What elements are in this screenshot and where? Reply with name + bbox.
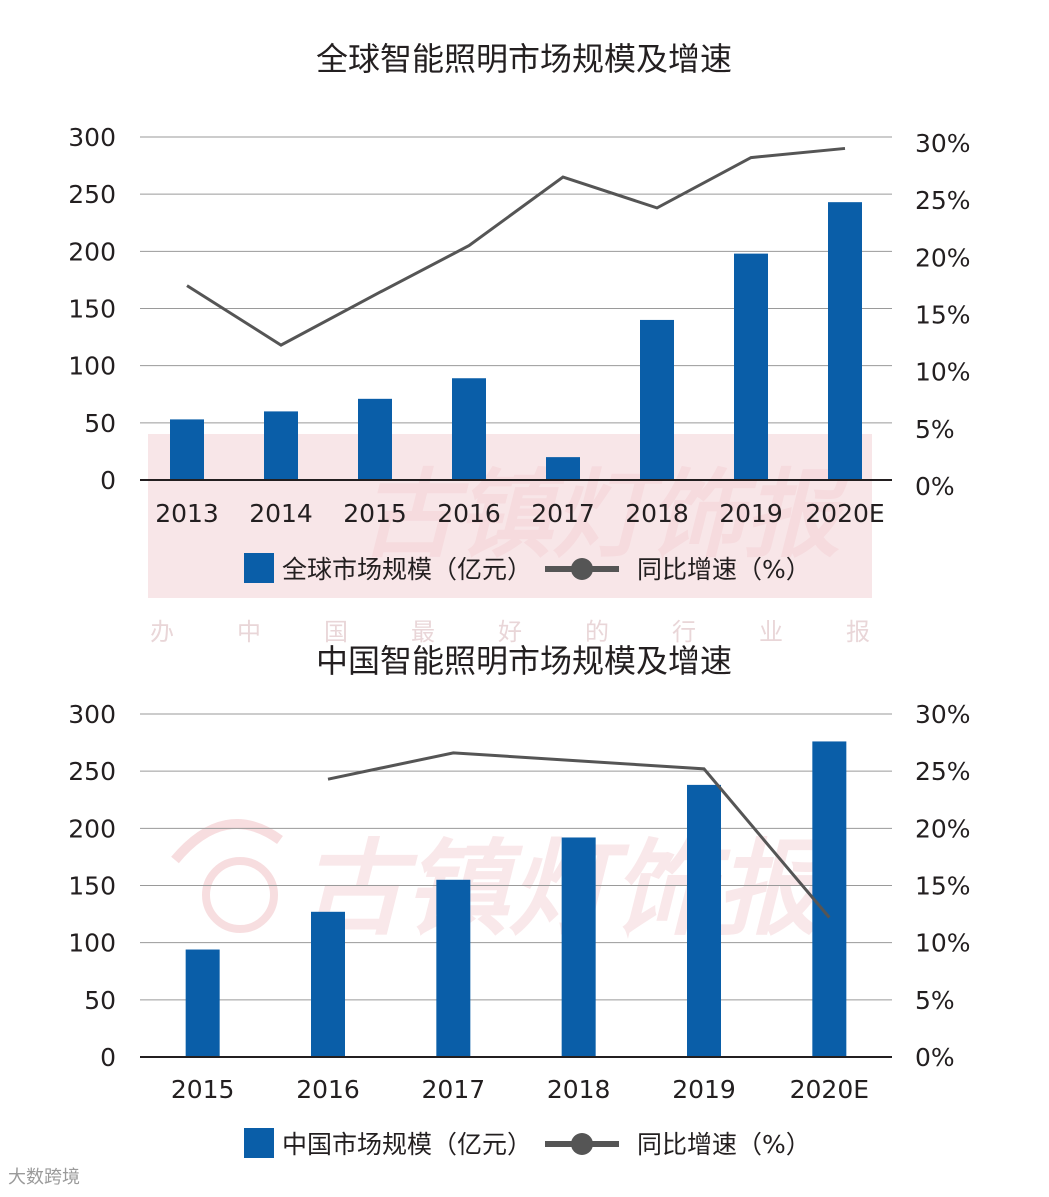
bar [170, 419, 204, 480]
bar [436, 879, 471, 1057]
watermark-char: 的 [585, 618, 609, 646]
y2-tick-label: 0% [915, 1043, 955, 1072]
y2-tick-label: 0% [915, 472, 955, 501]
growth-line [186, 146, 846, 347]
x-tick-label: 2016 [296, 1075, 360, 1104]
legend-bar-label: 全球市场规模（亿元） [282, 555, 532, 584]
y-tick-label: 100 [68, 929, 116, 958]
y-tick-label: 200 [68, 814, 116, 843]
watermark-char: 国 [324, 618, 348, 646]
y-tick-label: 50 [84, 986, 116, 1015]
y-tick-label: 0 [100, 1043, 116, 1072]
watermark-char: 中 [237, 618, 261, 646]
watermark-logo-icon [171, 819, 283, 933]
legend-bar-label: 中国市场规模（亿元） [282, 1130, 532, 1159]
chart-title: 全球智能照明市场规模及增速 [316, 40, 732, 78]
legend-line-marker [571, 558, 593, 580]
x-tick-label: 2017 [422, 1075, 486, 1104]
bar [828, 202, 862, 481]
legend-bar-swatch [244, 553, 274, 583]
y2-tick-label: 10% [915, 929, 971, 958]
y-tick-label: 150 [68, 295, 116, 324]
brand-label: 大数跨境 [8, 1167, 80, 1188]
watermark-char: 办 [150, 618, 174, 646]
y-tick-label: 300 [68, 700, 116, 729]
y2-tick-label: 15% [915, 872, 971, 901]
bar [812, 741, 847, 1057]
watermark-char: 行 [672, 618, 696, 646]
y2-tick-label: 5% [915, 415, 955, 444]
x-tick-label: 2019 [672, 1075, 736, 1104]
bar [358, 398, 392, 480]
legend-bar-swatch [244, 1128, 274, 1158]
y2-tick-label: 20% [915, 243, 971, 272]
x-tick-label: 2018 [625, 499, 689, 528]
y-tick-label: 100 [68, 352, 116, 381]
y2-tick-label: 15% [915, 301, 971, 330]
y-tick-label: 250 [68, 757, 116, 786]
y2-tick-label: 10% [915, 358, 971, 387]
y-tick-label: 250 [68, 180, 116, 209]
x-tick-label: 2018 [547, 1075, 611, 1104]
bar [546, 457, 580, 480]
y-tick-label: 200 [68, 237, 116, 266]
bar [640, 319, 674, 480]
bar [264, 411, 298, 480]
growth-line [327, 751, 831, 919]
y-tick-label: 300 [68, 123, 116, 152]
global-chart: 全球智能照明市场规模及增速 300 250 200 150 100 50 0 30% 25% 20%… [68, 40, 970, 584]
watermark-char: 最 [411, 618, 435, 646]
bar [185, 949, 220, 1057]
legend-line-label: 同比增速（%） [637, 1130, 811, 1159]
bar [452, 378, 486, 480]
legend-line-marker [571, 1133, 593, 1155]
y-tick-label: 0 [100, 466, 116, 495]
bar [687, 784, 721, 1057]
china-chart: 中国智能照明市场规模及增速 300 250 200 150 100 50 0 30% 25% 20%… [68, 642, 970, 1159]
x-tick-label: 2020E [805, 499, 884, 528]
x-tick-label: 2014 [249, 499, 313, 528]
watermark-char: 业 [759, 618, 783, 646]
y2-tick-label: 30% [915, 700, 971, 729]
y2-tick-label: 25% [915, 757, 971, 786]
bar [561, 837, 596, 1057]
x-tick-label: 2015 [343, 499, 407, 528]
y2-tick-label: 20% [915, 814, 971, 843]
bar [311, 911, 345, 1057]
watermark-char: 好 [498, 618, 522, 646]
y-tick-label: 50 [84, 409, 116, 438]
y2-tick-label: 5% [915, 986, 955, 1015]
x-tick-label: 2017 [531, 499, 595, 528]
x-tick-label: 2013 [155, 499, 219, 528]
bar [734, 253, 768, 480]
x-tick-label: 2015 [171, 1075, 235, 1104]
x-tick-label: 2019 [719, 499, 783, 528]
watermark-caption: 办 中 国 最 好 的 行 业 报 [150, 612, 870, 647]
y-tick-label: 150 [68, 872, 116, 901]
x-tick-label: 2016 [437, 499, 501, 528]
chart-title: 中国智能照明市场规模及增速 [316, 642, 732, 680]
y2-tick-label: 25% [915, 186, 971, 215]
watermark-char: 报 [846, 618, 870, 646]
legend-line-label: 同比增速（%） [637, 555, 811, 584]
watermark-text-1: 古镇灯饰报 [360, 459, 852, 571]
y2-tick-label: 30% [915, 129, 971, 158]
x-tick-label: 2020E [790, 1075, 869, 1104]
